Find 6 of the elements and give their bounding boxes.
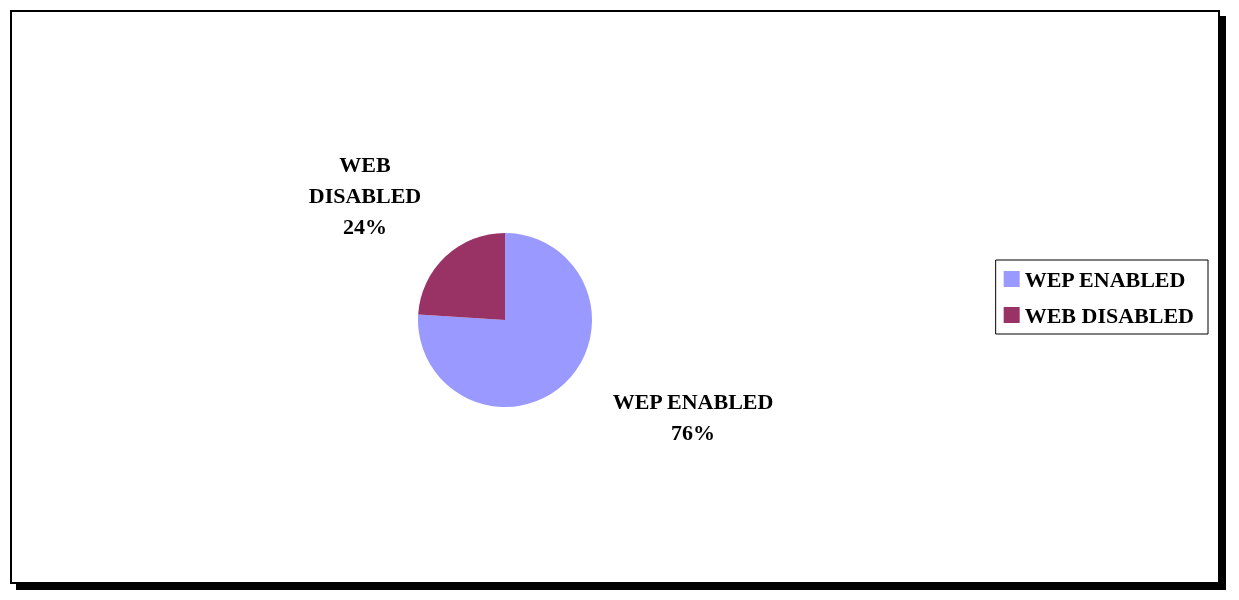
data-label: 76% (671, 420, 715, 445)
data-label: 24% (343, 213, 387, 239)
legend-label: WEP ENABLED (1024, 266, 1186, 292)
slice-label: WEB DISABLED (308, 151, 422, 208)
legend-label: WEB DISABLED (1024, 302, 1195, 328)
slice-label: WEP ENABLED (612, 389, 774, 414)
